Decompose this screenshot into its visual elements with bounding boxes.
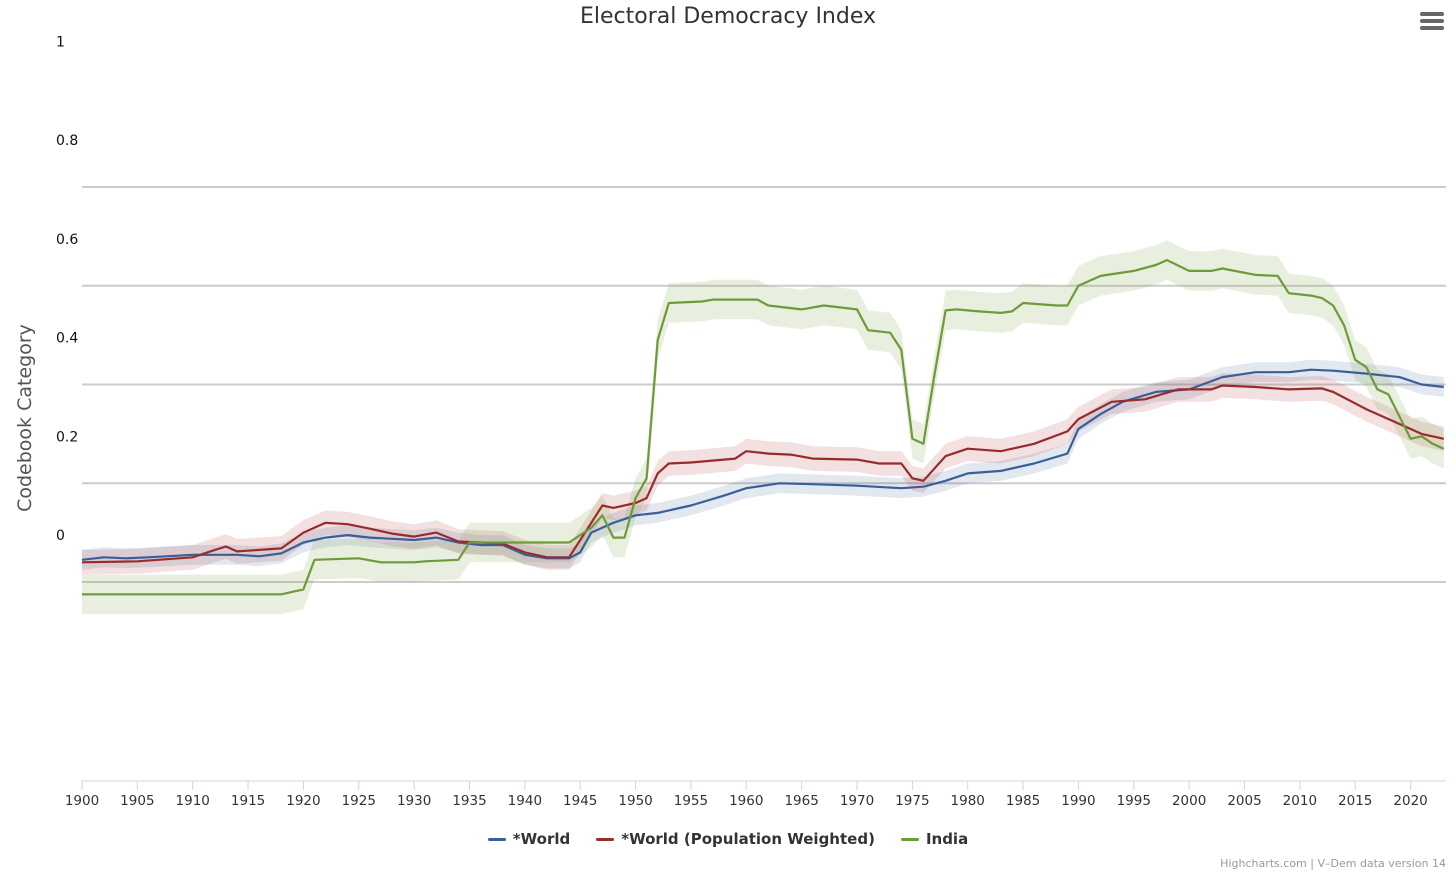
x-tick-label: 1935 bbox=[452, 793, 486, 809]
x-tick-label: 1915 bbox=[231, 793, 265, 809]
chart-legend: *World *World (Population Weighted) India bbox=[0, 830, 1456, 848]
x-tick-label: 2020 bbox=[1393, 793, 1427, 809]
legend-item[interactable]: *World (Population Weighted) bbox=[596, 830, 875, 848]
x-tick-label: 1925 bbox=[342, 793, 376, 809]
series-1-confidence-band bbox=[82, 373, 1444, 575]
x-tick-label: 2010 bbox=[1283, 793, 1317, 809]
credits-text: Highcharts.com | V–Dem data version 14 bbox=[1220, 857, 1446, 870]
x-tick-label: 2015 bbox=[1338, 793, 1372, 809]
legend-label: *World bbox=[512, 830, 571, 848]
x-tick-label: 1945 bbox=[563, 793, 597, 809]
x-tick-label: 2005 bbox=[1227, 793, 1261, 809]
x-tick-label: 1985 bbox=[1006, 793, 1040, 809]
x-tick-label: 1920 bbox=[286, 793, 320, 809]
x-tick-label: 1910 bbox=[176, 793, 210, 809]
y-tick-label: 1 bbox=[56, 34, 65, 50]
x-tick-label: 2000 bbox=[1172, 793, 1206, 809]
y-tick-label: 0 bbox=[56, 528, 65, 544]
x-tick-label: 1940 bbox=[508, 793, 542, 809]
x-tick-label: 1970 bbox=[840, 793, 874, 809]
chart-title: Electoral Democracy Index bbox=[579, 4, 877, 29]
series-0-line[interactable] bbox=[81, 368, 1444, 561]
x-tick-label: 1965 bbox=[784, 793, 818, 809]
legend-swatch bbox=[900, 837, 919, 841]
hamburger-menu-icon[interactable] bbox=[1420, 12, 1444, 34]
y-tick-label: 0.2 bbox=[56, 429, 78, 445]
legend-swatch bbox=[596, 837, 615, 841]
series-2-confidence-band bbox=[82, 240, 1444, 615]
legend-item[interactable]: *World bbox=[487, 830, 571, 848]
y-tick-label: 0.6 bbox=[56, 232, 78, 248]
x-tick-label: 1955 bbox=[674, 793, 708, 809]
legend-label: India bbox=[925, 830, 969, 848]
x-tick-label: 1905 bbox=[120, 793, 154, 809]
legend-item[interactable]: India bbox=[900, 830, 969, 848]
x-tick-label: 1990 bbox=[1061, 793, 1095, 809]
x-tick-label: 1960 bbox=[729, 793, 763, 809]
series-1-line[interactable] bbox=[81, 384, 1445, 564]
x-tick-label: 1930 bbox=[397, 793, 431, 809]
legend-swatch bbox=[487, 837, 506, 841]
legend-label: *World (Population Weighted) bbox=[621, 830, 875, 848]
series-2-line[interactable] bbox=[82, 259, 1445, 596]
y-tick-label: 0.4 bbox=[56, 331, 78, 347]
x-tick-label: 1995 bbox=[1117, 793, 1151, 809]
y-tick-label: 0.8 bbox=[56, 133, 78, 149]
x-tick-label: 1950 bbox=[618, 793, 652, 809]
x-tick-label: 1980 bbox=[951, 793, 985, 809]
y-axis-label: Codebook Category bbox=[14, 324, 36, 512]
x-tick-label: 1900 bbox=[65, 793, 99, 809]
x-tick-label: 1975 bbox=[895, 793, 929, 809]
